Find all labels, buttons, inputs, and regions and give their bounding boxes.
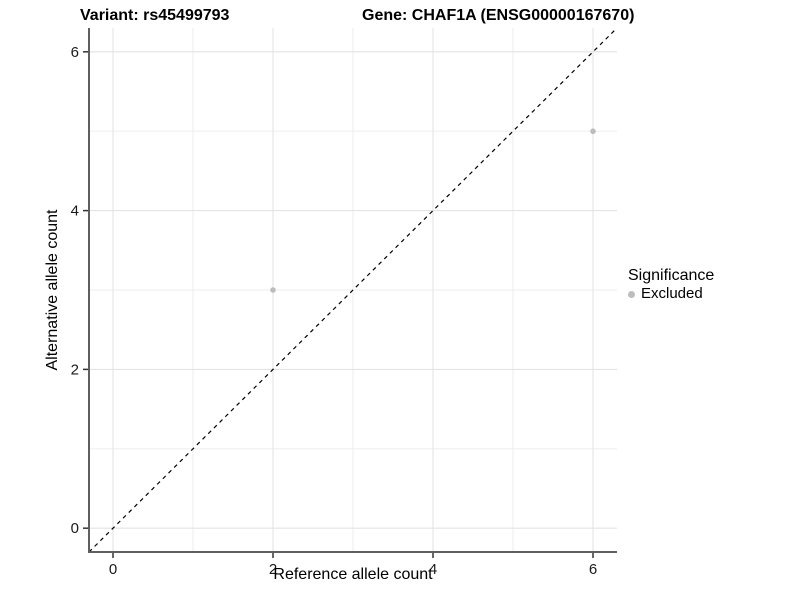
data-point bbox=[590, 128, 596, 135]
identity-dashed-line bbox=[88, 27, 618, 553]
y-tick-label: 2 bbox=[71, 361, 79, 378]
x-tick-label: 4 bbox=[429, 561, 437, 578]
legend-title: Significance bbox=[628, 267, 715, 284]
y-tick-label: 4 bbox=[71, 203, 79, 220]
x-axis-title: Reference allele count bbox=[273, 566, 433, 583]
legend: Significance Excluded bbox=[628, 266, 714, 303]
gene-title: Gene: CHAF1A (ENSG00000167670) bbox=[362, 7, 635, 24]
excluded-point-icon bbox=[628, 290, 635, 298]
legend-item-label: Excluded bbox=[641, 285, 703, 302]
x-tick-label: 6 bbox=[589, 561, 597, 578]
y-tick-label: 6 bbox=[71, 44, 79, 61]
x-tick-label: 0 bbox=[109, 561, 117, 578]
y-tick-label: 0 bbox=[71, 520, 79, 537]
variant-title: Variant: rs45499793 bbox=[80, 7, 230, 24]
legend-item-excluded: Excluded bbox=[628, 285, 714, 303]
data-point bbox=[270, 287, 276, 293]
y-axis-title: Alternative allele count bbox=[44, 209, 61, 371]
x-tick-label: 2 bbox=[269, 561, 277, 578]
